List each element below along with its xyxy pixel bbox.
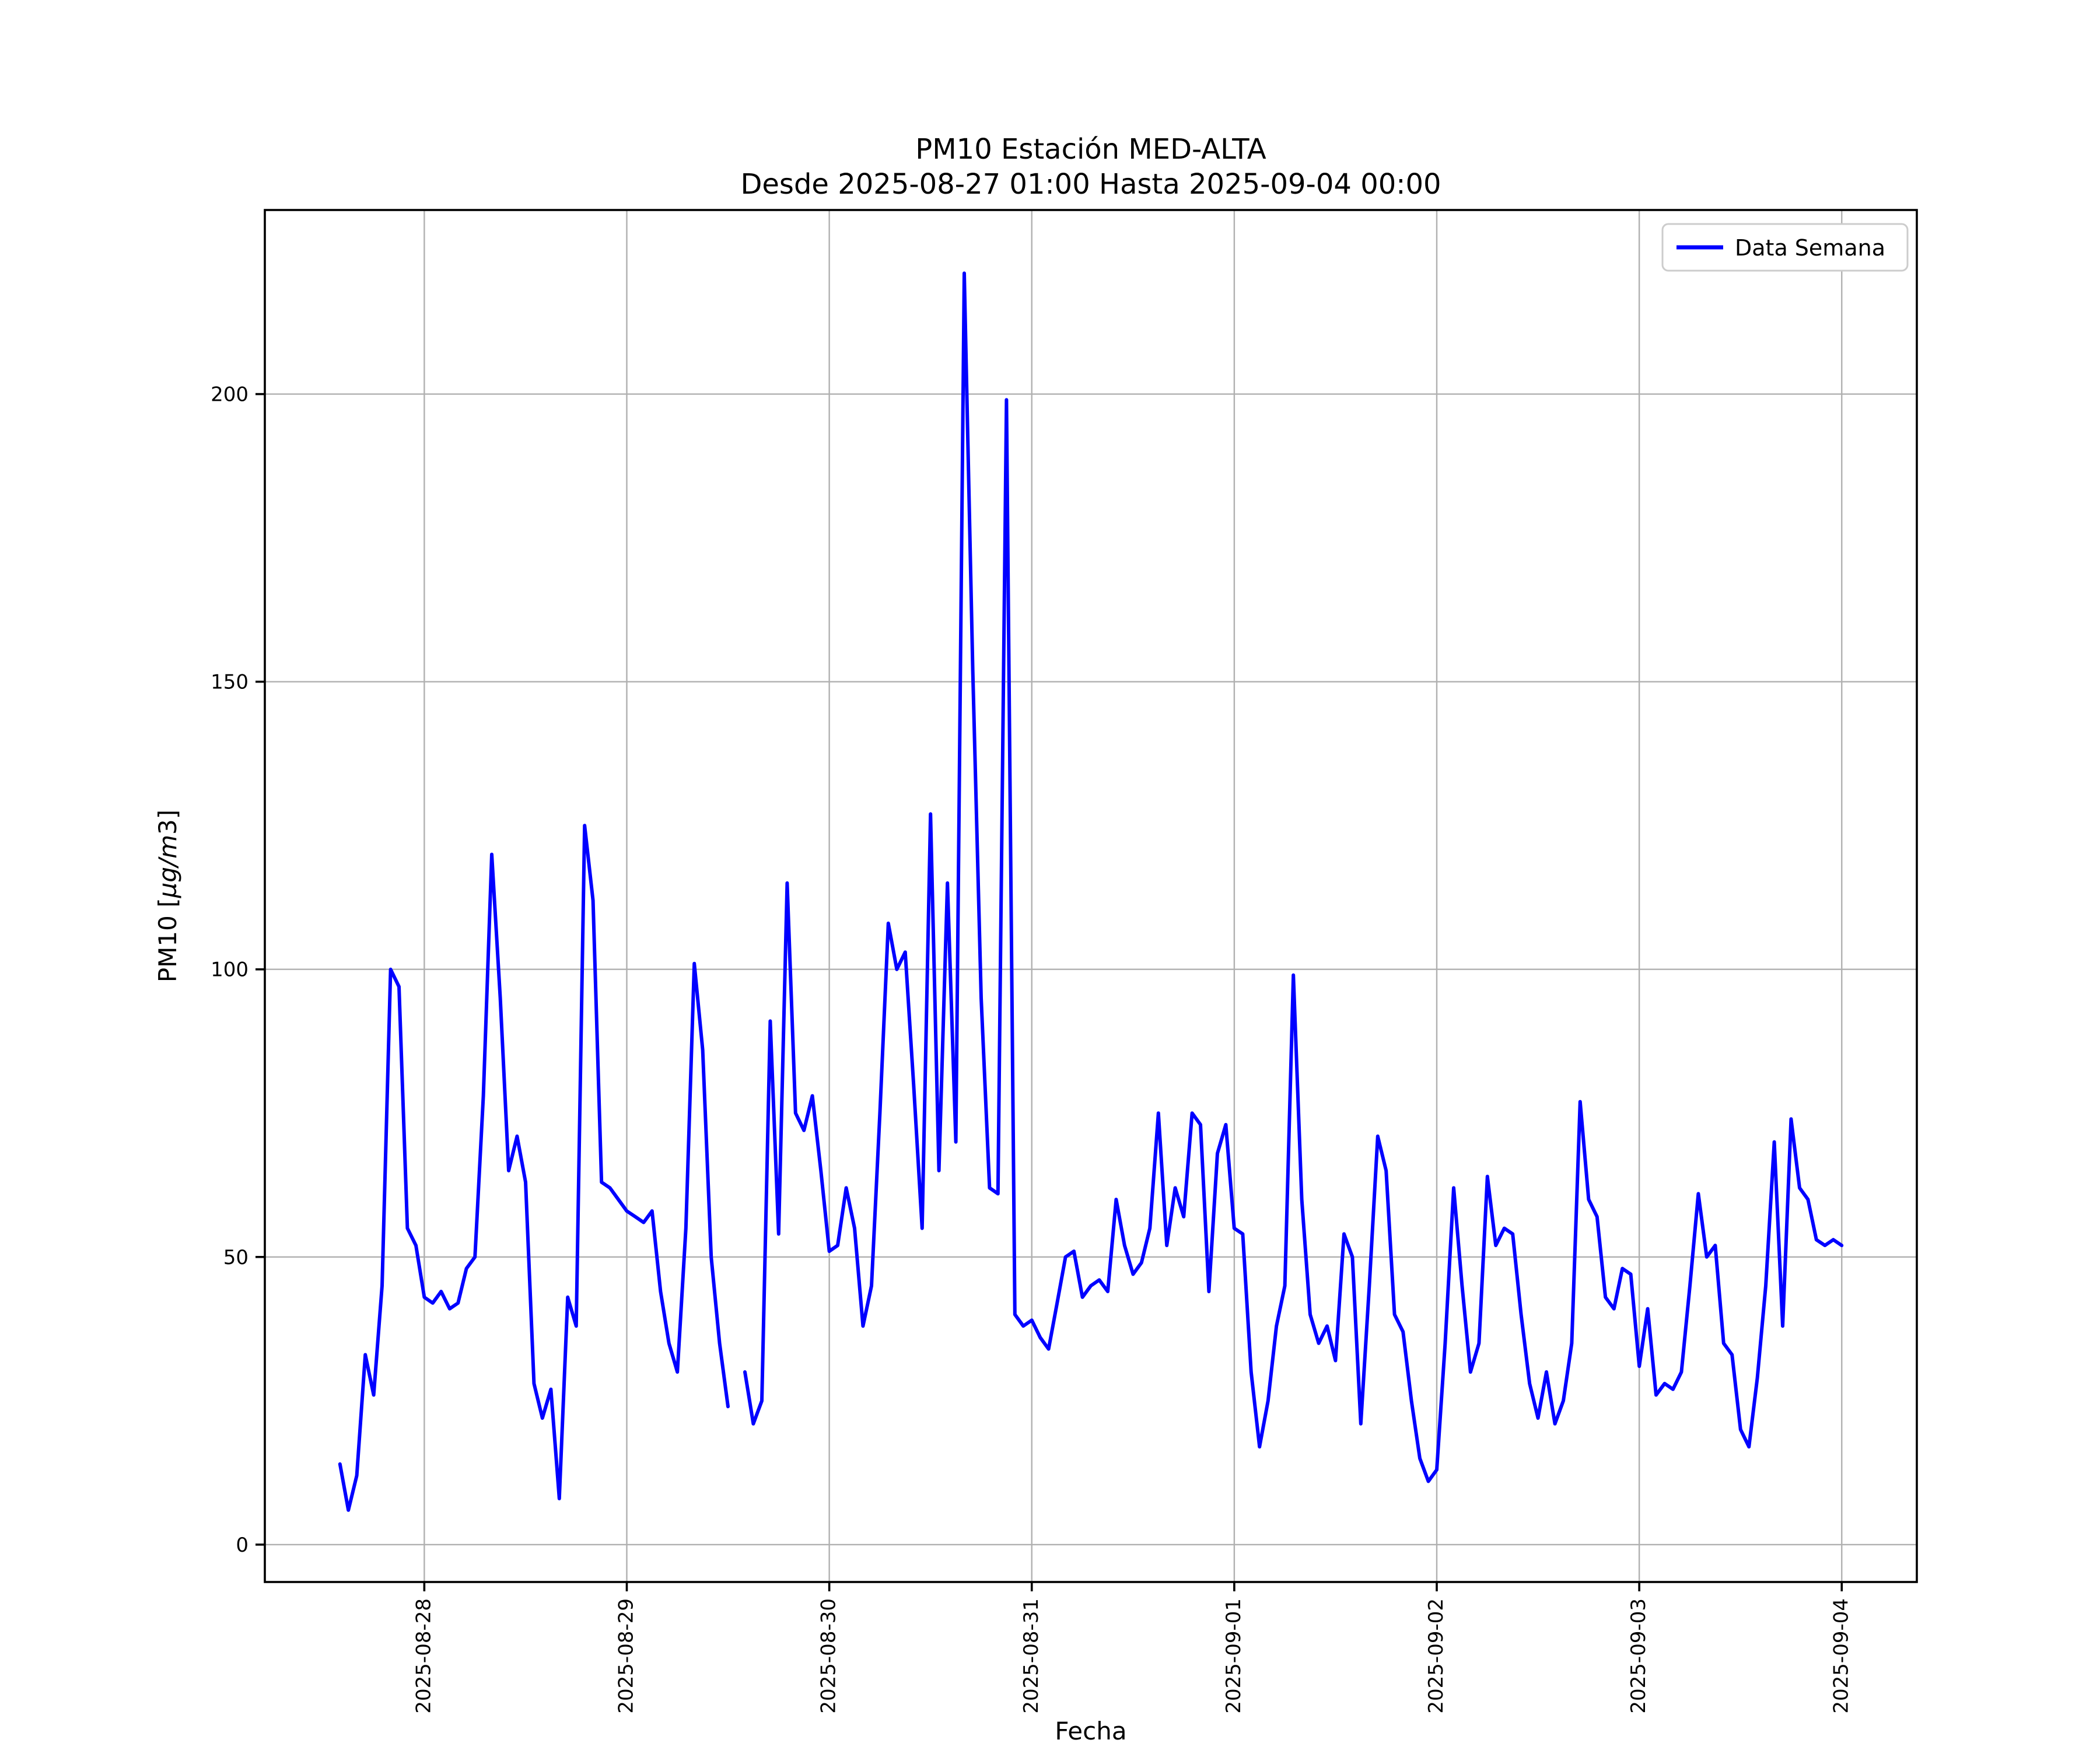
x-tick-label: 2025-08-28 xyxy=(412,1598,435,1714)
y-axis-label: PM10 [µg/m3] xyxy=(153,810,182,982)
x-tick-label: 2025-09-01 xyxy=(1222,1598,1245,1714)
legend-box xyxy=(1661,223,1909,272)
x-tick-label: 2025-09-03 xyxy=(1627,1598,1650,1714)
x-tick-label: 2025-09-02 xyxy=(1424,1598,1448,1714)
axes-layer xyxy=(264,209,1918,1583)
tick-layer: 0 50 100 150 200 2025-08-28 2025-08-29 2025-08-… xyxy=(211,383,1853,1714)
y-tick-label: 150 xyxy=(211,671,249,694)
chart-title-line2: Desde 2025-08-27 01:00 Hasta 2025-09-04 … xyxy=(740,168,1441,201)
series-layer xyxy=(338,271,1844,1512)
x-axis-label: Fecha xyxy=(1055,1717,1126,1745)
x-tick-label: 2025-09-04 xyxy=(1829,1598,1853,1714)
legend-label: Data Semana xyxy=(1735,235,1885,261)
plot-border xyxy=(264,209,1918,1583)
y-tick-label: 0 xyxy=(236,1534,249,1557)
legend: Data Semana xyxy=(1661,223,1909,272)
y-tick-label: 50 xyxy=(223,1246,249,1269)
y-tick-label: 100 xyxy=(211,958,249,982)
chart-title-line1: PM10 Estación MED-ALTA xyxy=(915,133,1266,166)
x-tick-label: 2025-08-29 xyxy=(614,1598,638,1714)
grid-lines xyxy=(265,210,1917,1582)
x-tick-label: 2025-08-31 xyxy=(1020,1598,1043,1714)
y-tick-label: 200 xyxy=(211,383,249,407)
x-tick-label: 2025-08-30 xyxy=(817,1598,841,1714)
pm10-series-line xyxy=(338,271,1844,1512)
